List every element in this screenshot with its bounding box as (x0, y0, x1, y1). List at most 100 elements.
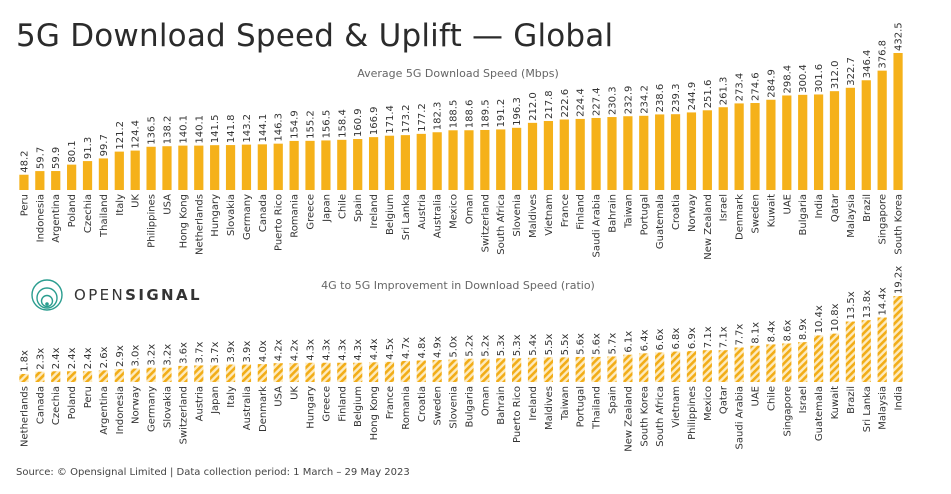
speed-bar (273, 143, 283, 190)
uplift-value-label: 5.5x (544, 333, 555, 355)
uplift-bar (734, 347, 744, 382)
speed-bar (734, 103, 744, 190)
speed-value-label: 166.9 (369, 106, 380, 135)
uplift-category-label: UAE (751, 386, 762, 406)
speed-value-label: 227.4 (592, 87, 603, 116)
uplift-category-label: Mexico (703, 386, 714, 421)
uplift-bar (448, 359, 458, 382)
uplift-bar (623, 354, 633, 382)
speed-value-label: 234.2 (639, 85, 650, 114)
uplift-bar (241, 364, 252, 382)
speed-value-label: 189.5 (480, 99, 491, 128)
speed-value-label: 301.6 (814, 64, 825, 93)
uplift-category-label: Bahrain (496, 386, 507, 425)
speed-category-label: Saudi Arabia (592, 194, 603, 257)
speed-bar (19, 174, 29, 190)
speed-category-label: New Zealand (703, 194, 714, 260)
uplift-value-label: 2.6x (99, 346, 110, 368)
uplift-bar (130, 368, 140, 382)
speed-category-label: Portugal (639, 194, 650, 235)
speed-bar (718, 107, 728, 190)
speed-category-label: Israel (719, 194, 730, 221)
speed-bar (813, 94, 824, 190)
speed-bar (448, 130, 458, 190)
speed-bar (432, 132, 442, 190)
speed-value-label: 156.5 (321, 110, 332, 139)
uplift-bar (146, 367, 156, 382)
uplift-bar (512, 358, 522, 382)
uplift-bar (337, 362, 347, 382)
uplift-category-label: Saudi Arabia (735, 386, 746, 449)
uplift-category-label: Poland (67, 386, 78, 419)
uplift-value-label: 7.1x (719, 326, 730, 348)
uplift-category-label: Taiwan (560, 386, 571, 421)
uplift-category-label: Singapore (782, 386, 793, 436)
speed-value-label: 217.8 (544, 90, 555, 119)
uplift-bar (305, 362, 315, 382)
speed-category-label: Peru (19, 194, 30, 216)
speed-bar (782, 95, 792, 190)
uplift-value-label: 6.8x (671, 328, 682, 350)
speed-bar (861, 80, 871, 190)
uplift-bar (416, 360, 426, 382)
speed-category-label: Ireland (369, 194, 380, 229)
speed-bar (527, 122, 538, 190)
speed-bar (877, 70, 887, 190)
speed-category-label: Greece (306, 194, 317, 230)
uplift-category-label: Australia (242, 386, 253, 430)
uplift-category-label: Brazil (846, 386, 857, 414)
uplift-bar (353, 362, 363, 382)
speed-value-label: 238.6 (655, 84, 666, 113)
speed-category-label: Australia (433, 194, 444, 238)
speed-bar (893, 53, 903, 190)
uplift-category-label: Thailand (592, 386, 603, 430)
uplift-value-label: 2.3x (35, 348, 46, 370)
speed-category-label: Mexico (449, 194, 460, 229)
uplift-value-label: 3.2x (147, 344, 158, 366)
speed-category-label: Hong Kong (178, 194, 189, 248)
speed-bar (750, 103, 760, 190)
speed-bar (655, 114, 665, 190)
speed-category-label: France (560, 194, 571, 227)
speed-category-label: Norway (687, 194, 698, 232)
uplift-bar (210, 365, 220, 382)
speed-value-label: 312.0 (830, 61, 841, 90)
logo-icon (31, 279, 63, 311)
uplift-category-label: Ireland (528, 386, 539, 421)
uplift-value-label: 7.7x (735, 324, 746, 346)
speed-bar (798, 94, 808, 190)
uplift-value-label: 5.2x (464, 335, 475, 357)
uplift-bar (543, 357, 554, 382)
uplift-category-label: Netherlands (19, 386, 30, 447)
speed-value-label: 300.4 (798, 64, 809, 93)
uplift-category-label: Finland (337, 386, 348, 422)
speed-category-label: Hungary (210, 194, 221, 237)
uplift-bar (893, 296, 903, 382)
speed-value-label: 173.2 (401, 104, 412, 133)
uplift-category-label: Italy (226, 386, 237, 408)
uplift-category-label: Norway (131, 386, 142, 424)
speed-value-label: 273.4 (735, 73, 746, 102)
uplift-bar (686, 351, 697, 382)
speed-bar (98, 158, 109, 190)
uplift-bar (289, 363, 299, 382)
speed-value-label: 376.8 (878, 40, 889, 69)
speed-value-label: 188.5 (449, 100, 460, 129)
uplift-value-label: 1.8x (19, 350, 30, 372)
speed-value-label: 222.6 (560, 89, 571, 118)
speed-value-label: 146.3 (274, 113, 285, 142)
uplift-value-label: 2.9x (115, 345, 126, 367)
speed-category-label: Bahrain (607, 194, 618, 233)
uplift-value-label: 5.6x (592, 333, 603, 355)
speed-bar (575, 118, 585, 190)
uplift-value-label: 5.3x (496, 334, 507, 356)
uplift-value-label: 3.9x (242, 341, 253, 363)
uplift-category-label: Sweden (433, 386, 444, 426)
speed-category-label: Vietnam (544, 194, 555, 236)
speed-category-label: Italy (115, 194, 126, 216)
speed-bar (623, 116, 633, 190)
speed-value-label: 158.4 (337, 109, 348, 138)
uplift-category-label: USA (274, 386, 285, 407)
uplift-category-label: South Africa (655, 386, 666, 447)
uplift-bar (368, 362, 379, 382)
